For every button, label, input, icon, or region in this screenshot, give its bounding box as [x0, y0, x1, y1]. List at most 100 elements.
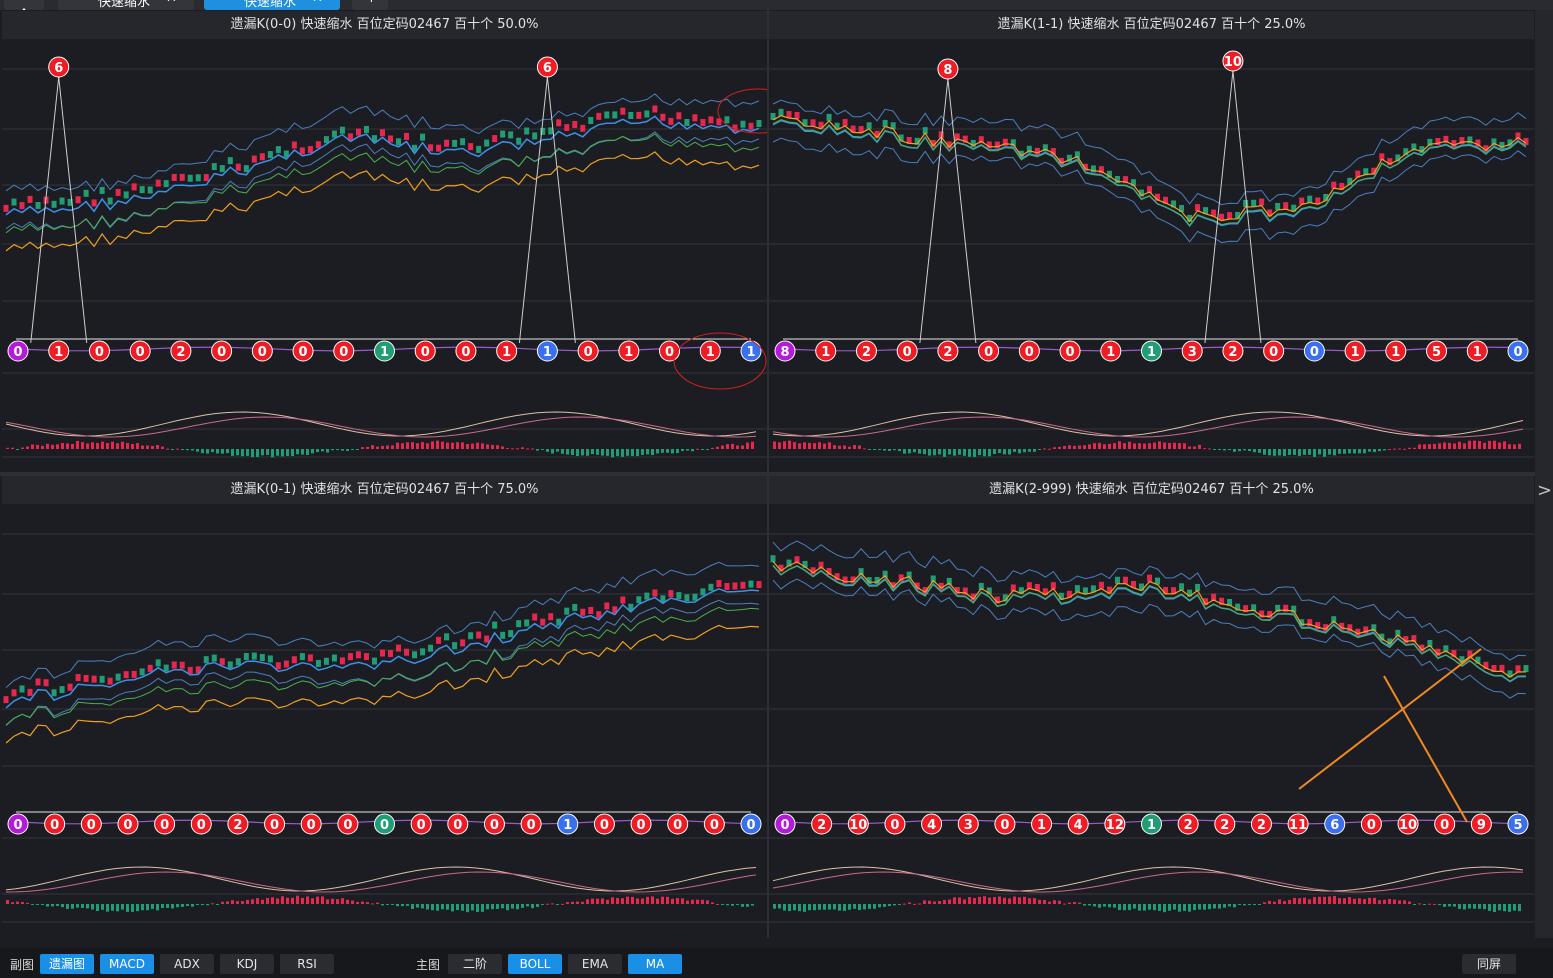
add-tab-button[interactable]: + [352, 0, 388, 10]
candle [195, 174, 201, 182]
chart-panel-1-1[interactable]: 遗漏K(1-1) 快速缩水 百位定码02467 百十个 25.0% 8 1 2 0 2 0… [769, 11, 1534, 472]
macd-bar [873, 904, 876, 909]
macd-bar [56, 444, 59, 449]
candle [460, 138, 466, 146]
macd-bar [1328, 896, 1331, 904]
main-chart-button[interactable]: 二阶 [448, 954, 502, 974]
marker-value: 0 [600, 818, 609, 833]
omission-marker: 4 [921, 813, 943, 835]
macd-bar [1438, 904, 1441, 905]
macd-bar [1153, 904, 1156, 911]
macd-bar [236, 901, 239, 904]
candle [203, 174, 209, 182]
candle [1147, 574, 1152, 582]
candle [1451, 140, 1457, 148]
macd-bar [701, 899, 704, 904]
macd-bar [716, 903, 719, 905]
marker-circle [1397, 813, 1419, 835]
macd-bar [928, 449, 931, 456]
macd-bar [621, 898, 624, 904]
marker-value: 1 [746, 345, 755, 360]
macd-bar [386, 904, 389, 905]
macd-bar [686, 449, 689, 451]
marker-value: 0 [890, 818, 899, 833]
tab-close-icon[interactable]: ✕ [166, 0, 177, 6]
marker-value: 10 [849, 818, 867, 833]
macd-bar [316, 449, 319, 453]
candle [1371, 624, 1377, 632]
macd-bar [526, 448, 529, 450]
macd-bar [818, 904, 821, 910]
tab-close-icon[interactable]: ✕ [312, 0, 323, 6]
macd-bar [868, 904, 871, 909]
candle [572, 603, 578, 611]
omission-marker: 0 [414, 340, 436, 362]
candle [59, 197, 65, 205]
macd-bar [988, 897, 991, 904]
candle [1211, 593, 1217, 601]
candle [906, 137, 912, 145]
chart-panel-2-999[interactable]: 遗漏K(2-999) 快速缩水 百位定码02467 百十个 25.0% 0 2 10… [769, 476, 1534, 937]
sub-chart-button[interactable]: ADX [160, 954, 214, 974]
macd-bar [1238, 904, 1241, 905]
macd-bar [1313, 897, 1316, 904]
candle [644, 110, 650, 118]
omission-marker: 1 [1100, 340, 1122, 362]
candle [922, 127, 928, 135]
macd-bar [131, 904, 134, 912]
main-chart-button[interactable]: EMA [568, 954, 622, 974]
macd-bar [1248, 904, 1251, 905]
marker-circle [699, 340, 721, 362]
candle [1419, 146, 1425, 154]
macd-bar [998, 896, 1001, 904]
marker-circle [1303, 340, 1325, 362]
macd-bar [96, 904, 99, 911]
candle [452, 642, 458, 650]
right-scroll-strip[interactable] [1535, 10, 1553, 938]
main-chart-button[interactable]: MA [628, 954, 682, 974]
sub-chart-button[interactable]: MACD [100, 954, 154, 974]
macd-bar [561, 449, 564, 454]
macd-bar [91, 904, 94, 910]
macd-bar [1463, 904, 1466, 910]
macd-bar [646, 449, 649, 455]
candle [858, 568, 864, 576]
tab-2[interactable]: 快速缩水 ✕ [204, 0, 340, 10]
home-tab[interactable] [4, 0, 44, 10]
candle [1235, 211, 1241, 219]
marker-circle [847, 813, 869, 835]
candle [211, 163, 217, 171]
macd-bar [171, 904, 174, 909]
panel-divider-horizontal [0, 472, 1535, 476]
sub-chart-button[interactable]: KDJ [220, 954, 274, 974]
macd-bar [11, 902, 14, 904]
sub-chart-button[interactable]: RSI [280, 954, 334, 974]
macd-bar [66, 904, 69, 909]
omission-marker: 0 [774, 813, 796, 835]
trend-line [5, 151, 760, 252]
sub-chart-button[interactable]: 遗漏图 [40, 954, 94, 974]
same-screen-button[interactable]: 同屏 [1462, 954, 1516, 974]
peak-connector [919, 78, 949, 344]
marker-circle [1263, 340, 1285, 362]
macd-bar [381, 445, 384, 449]
main-chart-button[interactable]: BOLL [508, 954, 562, 974]
macd-bar [873, 449, 876, 450]
macd-bar [601, 898, 604, 904]
candle [1323, 193, 1329, 201]
macd-bar [166, 448, 169, 450]
macd-bar [1043, 448, 1046, 450]
tab-1[interactable]: 快速缩水 ✕ [58, 0, 194, 10]
macd-bar [848, 904, 851, 910]
marker-circle [577, 340, 599, 362]
candle [1291, 605, 1297, 613]
chevron-right-icon[interactable]: > [1537, 480, 1553, 501]
marker-value: 0 [1269, 345, 1278, 360]
marker-circle [978, 340, 1000, 362]
macd-bar [1058, 446, 1061, 449]
macd-bar [993, 897, 996, 904]
macd-bar [928, 900, 931, 904]
macd-bar [86, 443, 89, 449]
